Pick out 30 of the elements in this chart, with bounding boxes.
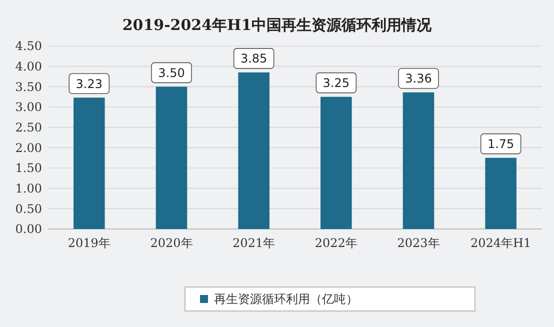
legend-label: 再生资源循环利用（亿吨） <box>214 292 358 306</box>
x-tick-label: 2022年 <box>314 236 358 250</box>
bar <box>238 72 270 229</box>
y-tick-label: 4.50 <box>15 39 42 54</box>
y-tick-label: 2.00 <box>15 140 42 155</box>
data-label: 3.36 <box>405 72 432 86</box>
y-tick-label: 2.50 <box>15 120 42 135</box>
x-tick-label: 2019年 <box>68 236 110 250</box>
y-tick-label: 3.50 <box>15 80 42 94</box>
data-label: 3.25 <box>322 76 350 90</box>
y-tick-label: 0.50 <box>15 202 42 216</box>
data-label: 3.85 <box>240 52 268 66</box>
x-tick-label: 2024年H1 <box>470 236 532 250</box>
y-tick-label: 3.00 <box>15 100 42 114</box>
data-label: 1.75 <box>487 137 514 152</box>
y-tick-label: 1.00 <box>15 182 42 196</box>
x-tick-label: 2021年 <box>232 236 276 250</box>
bar <box>402 92 434 229</box>
bar <box>74 98 105 229</box>
x-tick-label: 2020年 <box>150 236 193 250</box>
bar <box>320 96 352 229</box>
data-label: 3.50 <box>158 66 185 80</box>
y-tick-label: 1.50 <box>15 161 42 176</box>
y-tick-label: 4.00 <box>15 60 42 74</box>
data-label: 3.23 <box>76 76 103 91</box>
bar <box>156 86 188 229</box>
chart-title: 2019-2024年H1中国再生资源循环利用情况 <box>122 16 433 34</box>
y-tick-label: 0.00 <box>15 222 42 236</box>
bar <box>485 158 516 229</box>
x-tick-label: 2023年 <box>397 236 440 250</box>
